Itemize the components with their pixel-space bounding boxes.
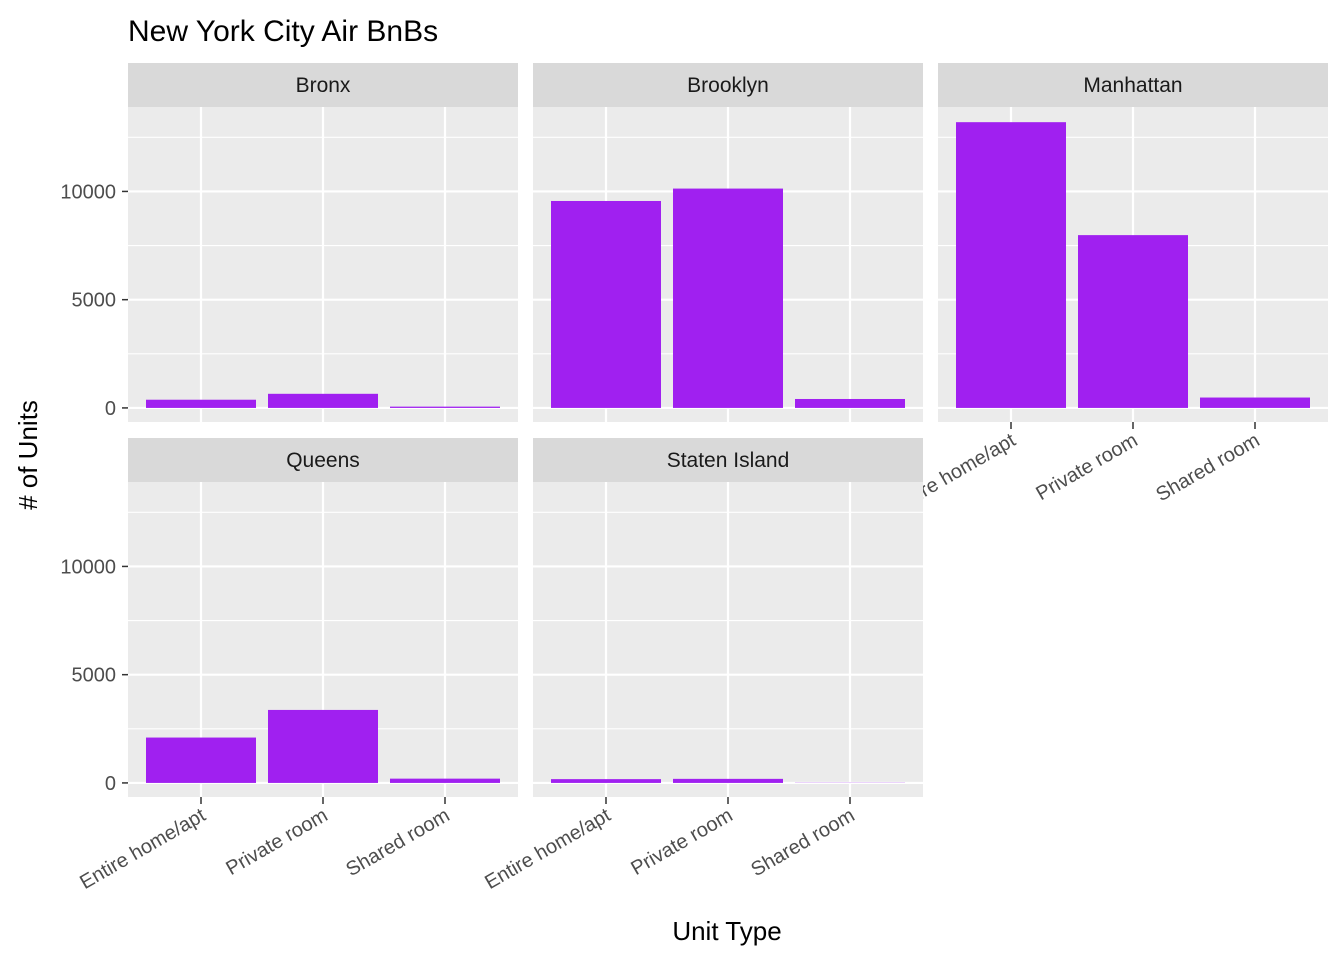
bar [390,406,500,408]
bar [956,122,1066,408]
y-tick-label: 10000 [60,556,116,578]
bar [795,398,905,408]
facet-strip-label: Manhattan [1083,74,1182,97]
facet-strip-label: Staten Island [667,449,790,472]
x-tick-label: Private room [222,804,331,880]
bar [268,709,378,783]
facet-strip [938,63,1328,107]
facet-panel: Bronx 0 5000 10000 [60,63,518,422]
x-tick-label: Private room [627,804,736,880]
y-tick-label: 5000 [72,665,117,687]
facet-strip [533,63,923,107]
facet-panel: Brooklyn [533,63,923,422]
facet-panel: Queens 0 5000 10000 Entire home/apt Private r… [60,438,518,894]
y-tick-label: 5000 [72,290,117,312]
bar [268,393,378,408]
bar [1200,397,1310,408]
facet-strip-label: Queens [286,449,360,472]
facet-strip [128,438,518,482]
bar [390,778,500,783]
facet-strip [128,63,518,107]
bar [673,188,783,408]
x-tick-label: Shared room [1152,429,1263,506]
bar [1078,235,1188,408]
x-tick-label: Entire home/apt [76,804,210,894]
x-axis-title: Unit Type [672,916,781,946]
facet-strip [533,438,923,482]
y-tick-label: 0 [105,773,116,795]
bar [551,779,661,783]
x-tick-label: Entire home/apt [481,804,615,894]
x-tick-label: Shared room [747,804,858,881]
chart-title: New York City Air BnBs [128,15,438,48]
bar [146,399,256,408]
facet-strip-label: Brooklyn [687,74,769,97]
x-tick-label: Private room [1032,429,1141,505]
bar [673,778,783,783]
facet-strip-label: Bronx [296,74,351,97]
bar [146,737,256,783]
y-axis-title: # of Units [13,400,43,510]
facet-panel: Staten Island Entire home/apt Private room… [481,438,923,894]
y-tick-label: 10000 [60,181,116,203]
x-tick-label: Shared room [342,804,453,881]
y-tick-label: 0 [105,398,116,420]
bar [551,200,661,408]
